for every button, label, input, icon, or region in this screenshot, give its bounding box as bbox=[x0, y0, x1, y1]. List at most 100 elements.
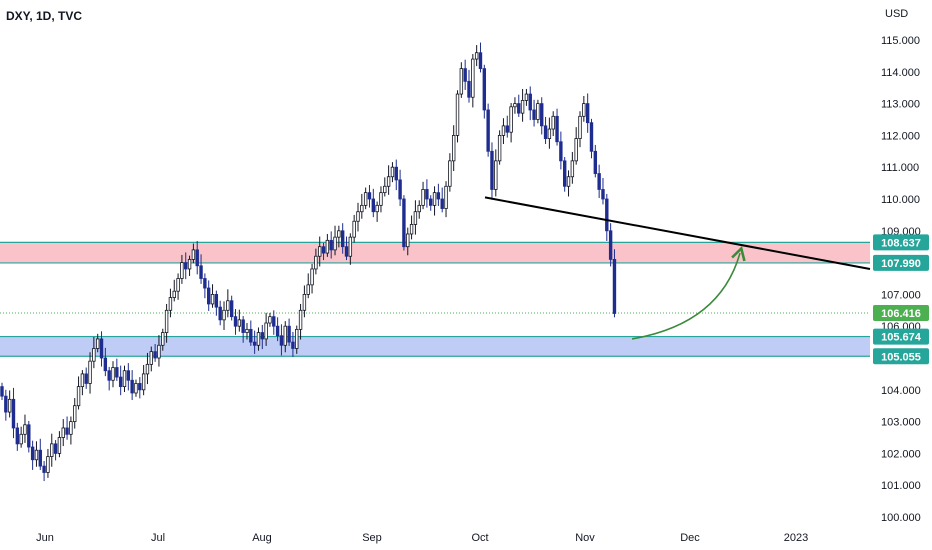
candle[interactable] bbox=[275, 317, 280, 342]
candle[interactable] bbox=[409, 215, 414, 240]
candle[interactable] bbox=[164, 303, 169, 343]
candle[interactable] bbox=[360, 193, 364, 219]
candle[interactable] bbox=[352, 214, 356, 243]
candle[interactable] bbox=[268, 312, 272, 327]
candle[interactable] bbox=[4, 389, 8, 421]
candle[interactable] bbox=[402, 195, 406, 251]
candle[interactable] bbox=[126, 363, 131, 391]
candle[interactable] bbox=[451, 125, 456, 172]
candle[interactable] bbox=[195, 240, 199, 275]
candle[interactable] bbox=[302, 285, 307, 318]
candle[interactable] bbox=[138, 377, 142, 399]
candle[interactable] bbox=[207, 280, 211, 311]
candle[interactable] bbox=[80, 370, 85, 396]
candle[interactable] bbox=[562, 157, 567, 192]
candle[interactable] bbox=[329, 231, 333, 259]
candle[interactable] bbox=[161, 328, 165, 351]
candle[interactable] bbox=[356, 202, 360, 232]
candle[interactable] bbox=[19, 426, 23, 448]
candle[interactable] bbox=[601, 178, 605, 205]
candle[interactable] bbox=[38, 438, 42, 470]
candle[interactable] bbox=[222, 301, 226, 331]
candle[interactable] bbox=[122, 365, 127, 393]
candle[interactable] bbox=[30, 440, 35, 470]
candle[interactable] bbox=[467, 69, 471, 103]
candle[interactable] bbox=[340, 223, 345, 254]
candle[interactable] bbox=[69, 416, 73, 445]
candle[interactable] bbox=[425, 179, 429, 208]
candle[interactable] bbox=[501, 118, 506, 144]
candle[interactable] bbox=[486, 103, 490, 157]
candle[interactable] bbox=[390, 162, 395, 183]
candle[interactable] bbox=[371, 188, 376, 218]
candle[interactable] bbox=[34, 441, 39, 467]
candle[interactable] bbox=[229, 295, 234, 321]
candle[interactable] bbox=[593, 144, 598, 178]
candle[interactable] bbox=[272, 310, 276, 335]
candle[interactable] bbox=[570, 151, 575, 184]
candle[interactable] bbox=[50, 433, 54, 467]
candle[interactable] bbox=[252, 330, 257, 354]
candle[interactable] bbox=[191, 243, 196, 264]
candle[interactable] bbox=[490, 142, 494, 200]
candle[interactable] bbox=[432, 186, 437, 216]
candle[interactable] bbox=[440, 187, 444, 213]
candle[interactable] bbox=[417, 200, 421, 219]
candle[interactable] bbox=[325, 233, 330, 257]
candle[interactable] bbox=[53, 440, 58, 461]
candle[interactable] bbox=[73, 398, 77, 429]
candle[interactable] bbox=[321, 242, 326, 261]
candle[interactable] bbox=[283, 321, 287, 353]
candle[interactable] bbox=[314, 248, 318, 275]
candle[interactable] bbox=[474, 45, 479, 67]
candle[interactable] bbox=[11, 387, 16, 439]
candle[interactable] bbox=[291, 331, 295, 358]
candle[interactable] bbox=[298, 303, 303, 340]
candle[interactable] bbox=[455, 90, 460, 143]
candle[interactable] bbox=[494, 149, 498, 197]
candle[interactable] bbox=[99, 331, 104, 367]
candle[interactable] bbox=[513, 97, 517, 114]
candle[interactable] bbox=[524, 88, 529, 106]
candle[interactable] bbox=[264, 312, 268, 346]
candle[interactable] bbox=[306, 273, 310, 299]
candle[interactable] bbox=[249, 320, 253, 346]
candle[interactable] bbox=[421, 181, 425, 210]
candle[interactable] bbox=[61, 419, 65, 447]
candle[interactable] bbox=[517, 94, 521, 117]
candle[interactable] bbox=[394, 159, 398, 191]
candle[interactable] bbox=[337, 225, 341, 248]
candle[interactable] bbox=[520, 88, 525, 122]
candle[interactable] bbox=[463, 59, 467, 90]
candle[interactable] bbox=[42, 461, 46, 482]
candle[interactable] bbox=[574, 127, 578, 165]
candle[interactable] bbox=[27, 420, 31, 453]
candle[interactable] bbox=[582, 95, 586, 122]
support-zone[interactable] bbox=[0, 336, 870, 357]
candle[interactable] bbox=[597, 164, 601, 199]
candle[interactable] bbox=[130, 370, 134, 400]
candle[interactable] bbox=[241, 316, 245, 343]
candle[interactable] bbox=[226, 289, 230, 318]
candle[interactable] bbox=[115, 358, 119, 381]
candle[interactable] bbox=[187, 255, 192, 276]
candle[interactable] bbox=[559, 131, 563, 170]
candle[interactable] bbox=[348, 233, 353, 265]
candle[interactable] bbox=[509, 102, 513, 143]
candle[interactable] bbox=[203, 273, 207, 299]
candle[interactable] bbox=[528, 86, 532, 121]
candle[interactable] bbox=[429, 195, 433, 211]
candle[interactable] bbox=[605, 193, 609, 241]
candle[interactable] bbox=[459, 62, 464, 98]
candle[interactable] bbox=[214, 290, 219, 316]
candle[interactable] bbox=[245, 323, 249, 340]
candle[interactable] bbox=[111, 361, 115, 388]
candle[interactable] bbox=[76, 376, 81, 410]
candle[interactable] bbox=[260, 324, 264, 350]
candle[interactable] bbox=[15, 422, 20, 451]
candle[interactable] bbox=[406, 227, 410, 256]
candle[interactable] bbox=[237, 309, 242, 332]
candle[interactable] bbox=[176, 273, 180, 300]
candle[interactable] bbox=[436, 183, 441, 206]
candle[interactable] bbox=[256, 327, 261, 351]
